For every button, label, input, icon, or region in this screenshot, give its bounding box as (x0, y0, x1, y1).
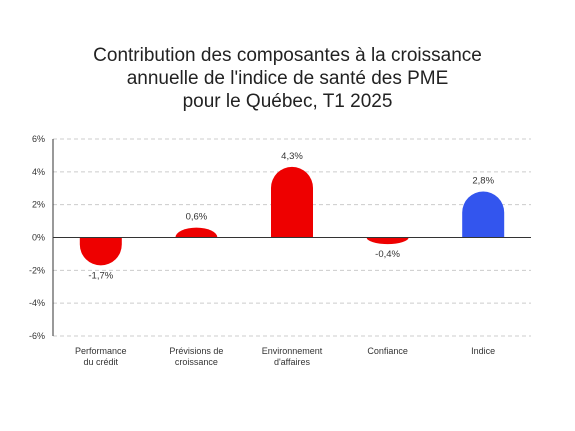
y-tick-label: 6% (32, 134, 45, 144)
bar (79, 237, 122, 266)
bar (271, 166, 313, 238)
chart-title-line-3: pour le Québec, T1 2025 (182, 91, 393, 112)
x-category-label: Environnement (262, 346, 323, 356)
bar (462, 191, 505, 238)
x-category-label: Performance (75, 346, 127, 356)
x-category-label: Indice (471, 346, 495, 356)
y-tick-label: 0% (32, 233, 45, 243)
data-label: 0,6% (186, 212, 208, 223)
bar (175, 227, 218, 238)
data-label: 4,3% (281, 151, 303, 162)
data-label: 2,8% (472, 176, 494, 187)
x-category-label: Prévisions de (169, 346, 223, 356)
data-label: -1,7% (88, 270, 113, 281)
x-category-label: d'affaires (274, 357, 311, 367)
y-tick-label: -6% (29, 331, 45, 341)
chart-title-line-1: Contribution des composantes à la croiss… (93, 45, 482, 66)
y-tick-label: 4% (32, 167, 45, 177)
chart-title-line-2: annuelle de l'indice de santé des PME (126, 68, 449, 89)
bar (366, 237, 409, 245)
x-category-label: Confiance (367, 346, 408, 356)
y-tick-label: 2% (32, 200, 45, 210)
x-category-label: croissance (175, 357, 218, 367)
x-category-label: du crédit (84, 357, 119, 367)
chart-title: Contribution des composantes à la croiss… (0, 44, 575, 113)
y-tick-label: -2% (29, 265, 45, 275)
data-label: -0,4% (375, 249, 400, 260)
y-tick-label: -4% (29, 298, 45, 308)
